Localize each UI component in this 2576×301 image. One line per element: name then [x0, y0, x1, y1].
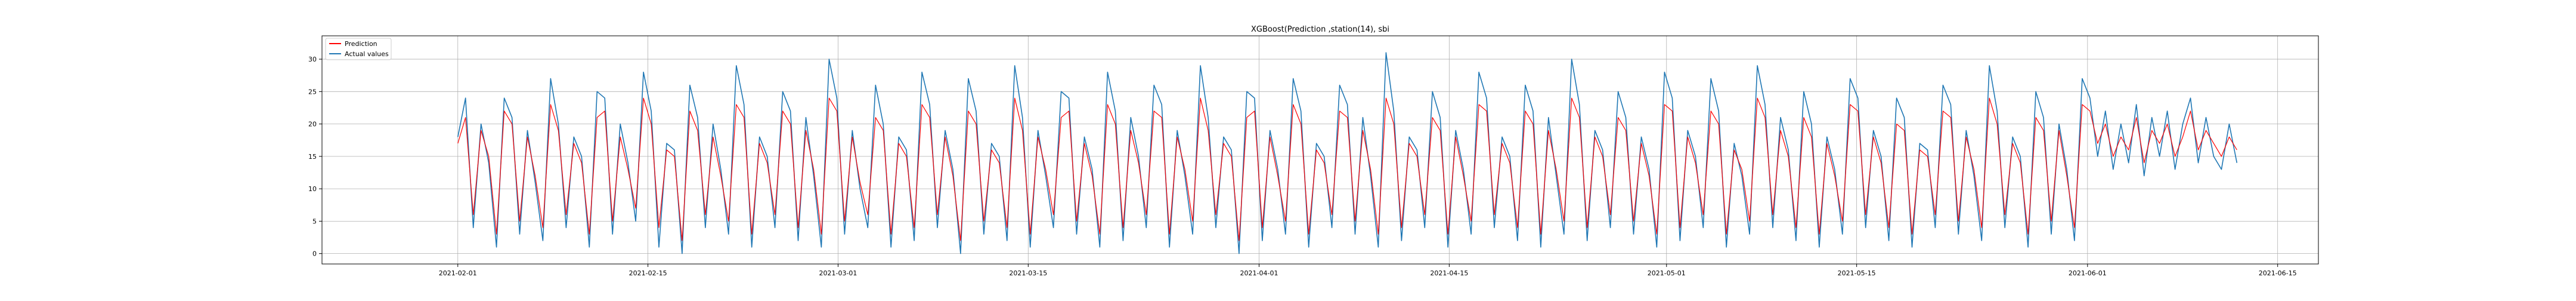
y-tick-label: 25: [308, 88, 317, 96]
series-line-actual-values: [457, 52, 2238, 254]
legend-box: [325, 38, 392, 60]
x-tick-label: 2021-04-01: [1240, 269, 1278, 277]
y-tick-label: 30: [308, 56, 317, 63]
x-axis: 2021-02-01 2021-02-15 2021-03-01 2021-03-15…: [439, 264, 2297, 277]
plot-area: [457, 52, 2238, 254]
series-line-prediction: [457, 97, 2237, 241]
y-tick-label: 5: [312, 217, 317, 225]
legend-label-actual: Actual values: [345, 50, 389, 58]
y-tick-label: 0: [312, 250, 317, 258]
x-tick-label: 2021-03-15: [1009, 269, 1047, 277]
y-tick-label: 15: [308, 153, 317, 161]
x-tick-label: 2021-06-01: [2069, 269, 2107, 277]
legend-label-prediction: Prediction: [345, 40, 377, 48]
y-axis: 0 5 10 15 20 25 30: [308, 56, 322, 258]
y-tick-label: 20: [308, 121, 317, 128]
axes-frame: [321, 35, 2319, 265]
x-tick-label: 2021-02-01: [439, 269, 477, 277]
x-tick-label: 2021-03-01: [819, 269, 857, 277]
x-tick-label: 2021-02-15: [629, 269, 667, 277]
x-tick-label: 2021-05-15: [1838, 269, 1876, 277]
y-tick-label: 10: [308, 185, 317, 193]
legend: Prediction Actual values: [325, 38, 392, 60]
x-tick-label: 2021-05-01: [1648, 269, 1686, 277]
chart-title: XGBoost(Prediction ,station(14), sbi: [1251, 25, 1389, 34]
x-tick-label: 2021-04-15: [1430, 269, 1468, 277]
x-tick-label: 2021-06-15: [2259, 269, 2297, 277]
